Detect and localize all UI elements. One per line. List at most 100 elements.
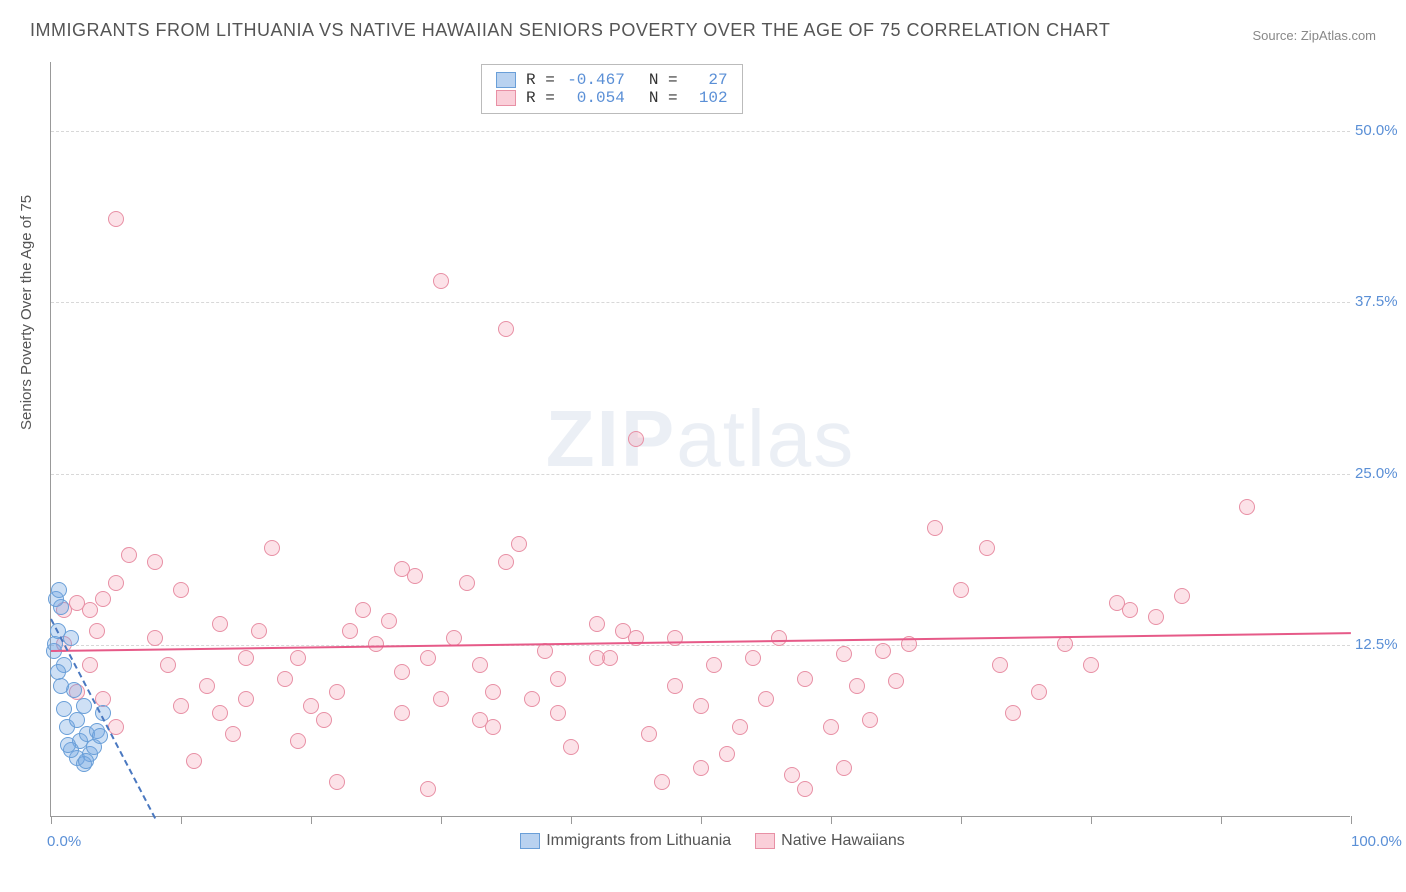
x-tick (441, 816, 442, 824)
data-point (420, 650, 436, 666)
data-point (433, 691, 449, 707)
data-point (50, 664, 66, 680)
x-tick (701, 816, 702, 824)
watermark: ZIPatlas (546, 393, 855, 485)
data-point (251, 623, 267, 639)
data-point (953, 582, 969, 598)
data-point (329, 684, 345, 700)
legend-swatch (755, 833, 775, 849)
data-point (1174, 588, 1190, 604)
data-point (849, 678, 865, 694)
data-point (342, 623, 358, 639)
data-point (69, 712, 85, 728)
r-label: R = (526, 71, 555, 89)
data-point (238, 650, 254, 666)
data-point (446, 630, 462, 646)
data-point (160, 657, 176, 673)
correlation-legend: R =-0.467N =27R =0.054N =102 (481, 64, 743, 114)
data-point (1239, 499, 1255, 515)
data-point (1083, 657, 1099, 673)
data-point (368, 636, 384, 652)
trend-line (51, 632, 1351, 652)
data-point (823, 719, 839, 735)
legend-swatch (520, 833, 540, 849)
n-value: 27 (688, 71, 728, 89)
data-point (1148, 609, 1164, 625)
series-legend: Immigrants from Lithuania Native Hawaiian… (51, 832, 1350, 850)
legend-label: Native Hawaiians (781, 832, 905, 849)
data-point (381, 613, 397, 629)
data-point (771, 630, 787, 646)
data-point (82, 602, 98, 618)
legend-row: R =-0.467N =27 (496, 71, 728, 89)
y-tick-label: 37.5% (1355, 293, 1406, 310)
data-point (628, 431, 644, 447)
data-point (290, 733, 306, 749)
r-value: -0.467 (565, 71, 625, 89)
n-value: 102 (688, 89, 728, 107)
data-point (199, 678, 215, 694)
data-point (888, 673, 904, 689)
x-tick (1351, 816, 1352, 824)
y-tick-label: 50.0% (1355, 122, 1406, 139)
data-point (836, 760, 852, 776)
data-point (459, 575, 475, 591)
data-point (797, 671, 813, 687)
data-point (78, 753, 94, 769)
r-label: R = (526, 89, 555, 107)
legend-label: Immigrants from Lithuania (546, 832, 731, 849)
y-tick-label: 25.0% (1355, 465, 1406, 482)
data-point (550, 705, 566, 721)
data-point (979, 540, 995, 556)
data-point (589, 650, 605, 666)
data-point (56, 701, 72, 717)
data-point (1122, 602, 1138, 618)
data-point (550, 671, 566, 687)
data-point (641, 726, 657, 742)
x-tick (51, 816, 52, 824)
data-point (407, 568, 423, 584)
data-point (147, 630, 163, 646)
gridline (51, 302, 1350, 303)
x-tick (831, 816, 832, 824)
x-tick (961, 816, 962, 824)
data-point (732, 719, 748, 735)
data-point (60, 737, 76, 753)
data-point (108, 575, 124, 591)
data-point (394, 705, 410, 721)
data-point (706, 657, 722, 673)
x-tick-label-right: 100.0% (1351, 833, 1406, 850)
data-point (82, 657, 98, 673)
x-tick (311, 816, 312, 824)
data-point (173, 698, 189, 714)
gridline (51, 645, 1350, 646)
chart-title: IMMIGRANTS FROM LITHUANIA VS NATIVE HAWA… (30, 20, 1110, 41)
plot-area: ZIPatlas R =-0.467N =27R =0.054N =102 Im… (50, 62, 1350, 817)
legend-swatch (496, 90, 516, 106)
x-tick (571, 816, 572, 824)
data-point (563, 739, 579, 755)
data-point (212, 705, 228, 721)
data-point (212, 616, 228, 632)
data-point (537, 643, 553, 659)
data-point (121, 547, 137, 563)
data-point (433, 273, 449, 289)
data-point (511, 536, 527, 552)
data-point (53, 678, 69, 694)
data-point (51, 582, 67, 598)
y-tick-label: 12.5% (1355, 636, 1406, 653)
data-point (277, 671, 293, 687)
data-point (1031, 684, 1047, 700)
data-point (1005, 705, 1021, 721)
data-point (329, 774, 345, 790)
data-point (76, 698, 92, 714)
x-tick-label-left: 0.0% (47, 833, 81, 850)
x-tick (1221, 816, 1222, 824)
data-point (836, 646, 852, 662)
data-point (1057, 636, 1073, 652)
data-point (797, 781, 813, 797)
data-point (667, 678, 683, 694)
data-point (485, 684, 501, 700)
n-label: N = (649, 89, 678, 107)
data-point (862, 712, 878, 728)
